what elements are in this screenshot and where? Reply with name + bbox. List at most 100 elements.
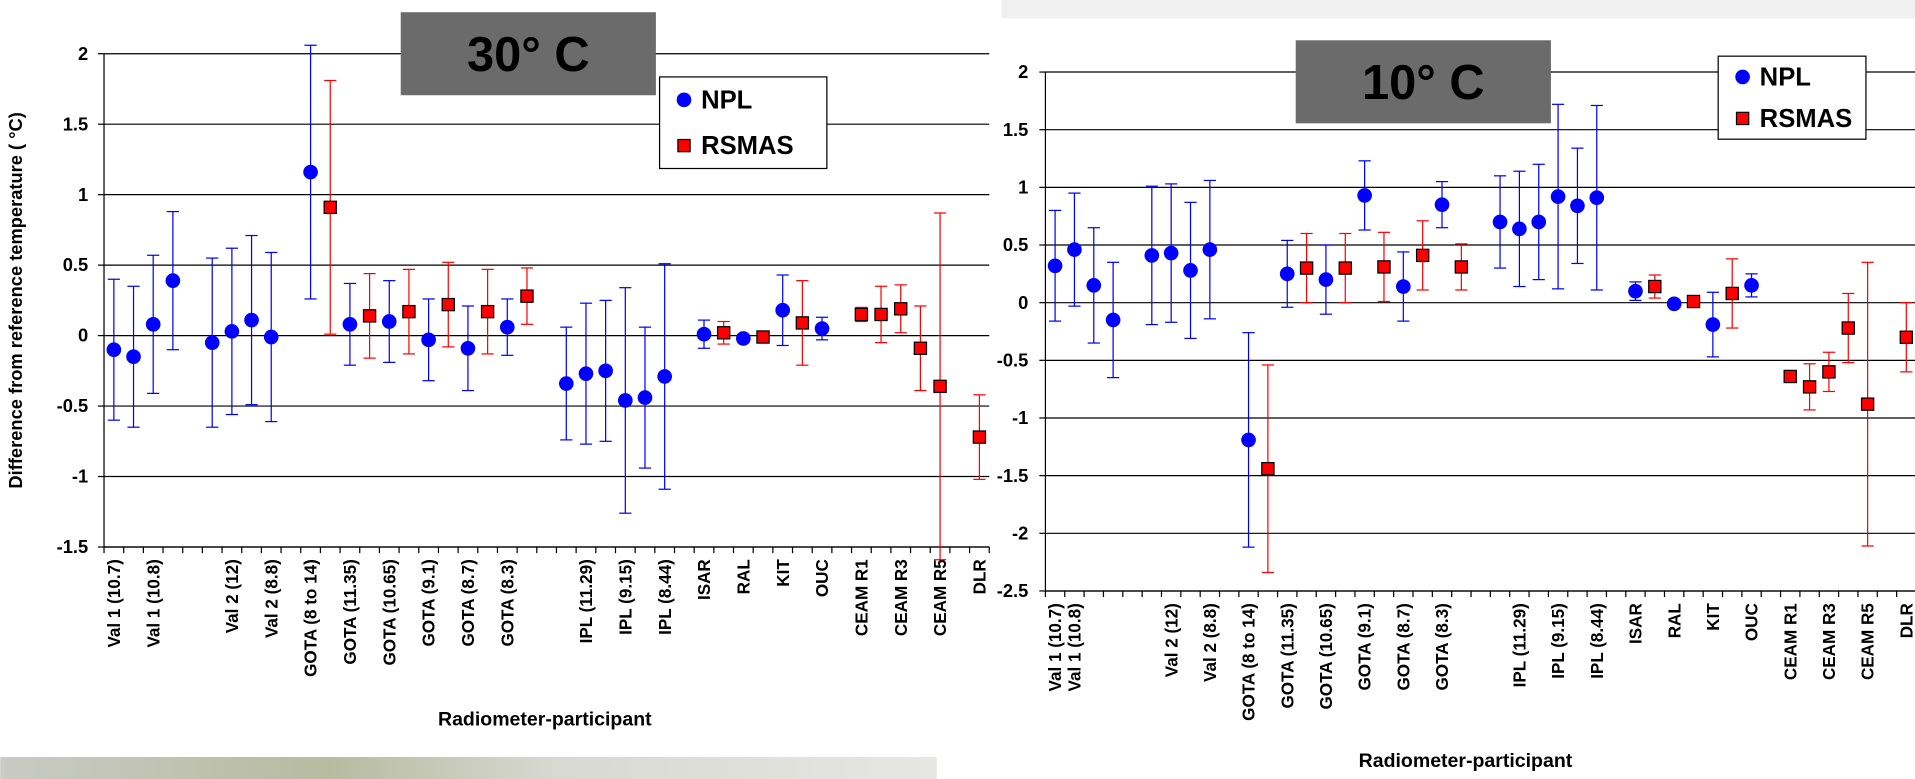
marker xyxy=(598,363,613,379)
y-tick-label: -2.5 xyxy=(997,580,1029,601)
marker xyxy=(342,317,358,332)
marker xyxy=(617,393,633,408)
x-tick-label: RAL xyxy=(1665,603,1684,638)
marker xyxy=(480,304,495,319)
x-tick-label: CEAM R3 xyxy=(1820,603,1839,680)
marker xyxy=(1338,261,1352,275)
y-tick-label: -1.5 xyxy=(997,465,1029,486)
marker xyxy=(1648,279,1662,294)
marker xyxy=(224,324,240,339)
marker xyxy=(1202,242,1218,257)
x-tick-label: GOTA (9.1) xyxy=(420,559,439,646)
x-tick-label: Val 1 (10.7) xyxy=(1046,603,1065,691)
y-tick-label: -0.5 xyxy=(57,395,89,416)
marker xyxy=(263,329,279,345)
y-tick-label: 0 xyxy=(1018,292,1028,313)
marker xyxy=(441,297,455,312)
x-tick-label: IPL (11.29) xyxy=(1510,603,1529,687)
marker xyxy=(1686,294,1701,309)
marker xyxy=(323,200,337,215)
marker xyxy=(1047,258,1063,274)
y-tick-label: 1.5 xyxy=(63,113,88,134)
marker xyxy=(814,321,830,336)
marker xyxy=(1512,221,1527,237)
marker xyxy=(1454,260,1469,274)
y-tick-label: 1.5 xyxy=(1003,119,1028,140)
x-tick-label: GOTA (11.35) xyxy=(1278,603,1297,708)
x-tick-label: CEAM R5 xyxy=(1859,603,1878,680)
marker xyxy=(933,379,947,394)
marker xyxy=(1105,312,1121,328)
y-tick-label: 1 xyxy=(78,184,88,205)
y-tick-label: 0.5 xyxy=(63,254,88,275)
marker xyxy=(1434,197,1450,212)
x-tick-label: GOTA (8.7) xyxy=(1394,603,1413,690)
x-tick-label: CEAM R1 xyxy=(852,559,871,636)
y-axis-label: Difference from reference temperature ( … xyxy=(5,112,26,488)
legend-label: RSMAS xyxy=(1760,105,1853,133)
x-tick-label: GOTA (8.3) xyxy=(498,559,517,646)
x-tick-label: Val 1 (10.8) xyxy=(1066,603,1085,691)
legend-marker xyxy=(676,92,692,108)
marker xyxy=(1531,214,1547,230)
marker xyxy=(972,430,987,444)
x-axis-label: Radiometer-participant xyxy=(438,708,652,730)
marker xyxy=(716,326,731,340)
x-tick-label: OUC xyxy=(1743,603,1762,641)
marker xyxy=(657,369,672,384)
legend-box xyxy=(658,76,828,170)
marker xyxy=(696,326,712,342)
marker xyxy=(1860,397,1875,411)
y-tick-label: 2 xyxy=(78,43,88,64)
marker xyxy=(421,332,436,348)
x-tick-label: GOTA (10.65) xyxy=(1317,603,1336,709)
marker xyxy=(1357,188,1372,203)
marker xyxy=(736,331,751,346)
x-tick-label: KIT xyxy=(1704,603,1723,631)
marker xyxy=(204,335,220,350)
marker xyxy=(1628,283,1643,299)
marker xyxy=(854,307,869,322)
legend-label: RSMAS xyxy=(701,132,794,160)
x-tick-label: IPL (8.44) xyxy=(656,559,675,635)
y-tick-label: 2 xyxy=(1018,61,1028,82)
x-tick-label: GOTA (8.3) xyxy=(1433,603,1452,690)
x-axis-label: Radiometer-participant xyxy=(1359,750,1573,772)
marker xyxy=(520,289,534,303)
marker xyxy=(1377,260,1391,274)
y-tick-label: 1 xyxy=(1018,176,1028,197)
y-tick-label: -2 xyxy=(1012,522,1028,543)
marker xyxy=(1163,245,1179,261)
marker xyxy=(145,317,161,332)
marker xyxy=(894,302,908,316)
x-tick-label: GOTA (11.35) xyxy=(341,559,360,664)
marker xyxy=(1744,278,1759,293)
x-tick-label: Val 2 (12) xyxy=(1162,603,1181,677)
marker xyxy=(1783,369,1797,384)
x-tick-label: CEAM R1 xyxy=(1781,603,1800,680)
title-box xyxy=(1295,40,1551,124)
marker xyxy=(1550,189,1566,204)
y-tick-label: -0.5 xyxy=(997,349,1029,370)
x-tick-label: Val 1 (10.7) xyxy=(105,559,124,647)
marker xyxy=(1841,321,1855,335)
legend-marker xyxy=(677,138,691,153)
title-box xyxy=(400,12,656,96)
marker xyxy=(381,314,397,329)
y-tick-label: -1.5 xyxy=(57,536,89,557)
marker xyxy=(1395,279,1411,294)
x-tick-label: ISAR xyxy=(1627,603,1646,644)
marker xyxy=(460,340,476,356)
x-tick-label: RAL xyxy=(734,559,753,594)
legend-label: NPL xyxy=(701,86,752,114)
legend-marker xyxy=(1735,69,1750,85)
marker xyxy=(1279,266,1295,282)
marker xyxy=(402,304,416,319)
x-tick-label: CEAM R5 xyxy=(931,559,950,636)
marker xyxy=(1415,248,1430,263)
marker xyxy=(1899,330,1914,344)
marker xyxy=(1144,248,1160,263)
marker xyxy=(244,312,259,328)
